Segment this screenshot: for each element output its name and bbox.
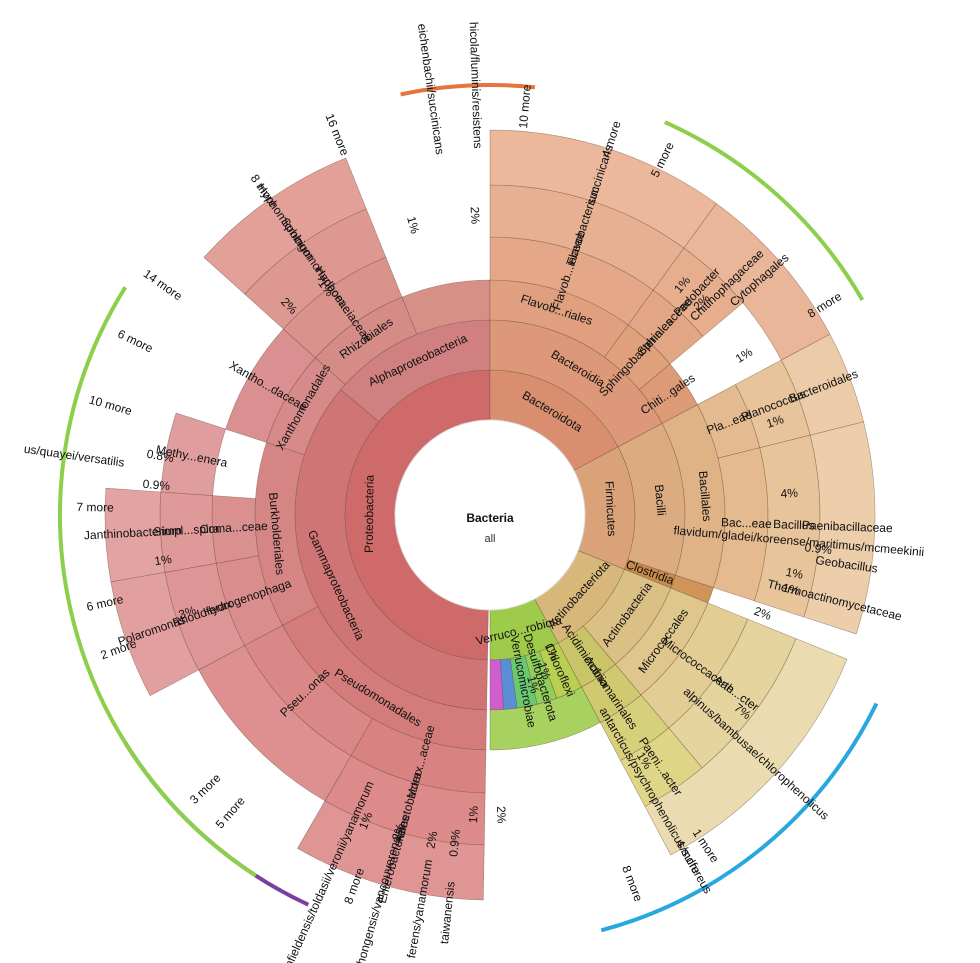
wedge-label: Bacillus xyxy=(773,517,815,532)
wedge-label: Simpl...spira xyxy=(153,521,220,538)
highlight-arc xyxy=(58,286,257,878)
wedge-label: Bacillales xyxy=(696,470,714,522)
percent-label: 1% xyxy=(356,810,376,832)
percent-label: 0.8% xyxy=(146,447,176,466)
leaf-label: taiwanensis xyxy=(437,881,457,945)
wedge-janthinobacterium[interactable] xyxy=(104,487,166,583)
center-title: Bacteria xyxy=(466,511,514,525)
more-label: 10 more xyxy=(87,393,133,419)
percent-label: 2% xyxy=(468,206,483,224)
percent-label: 1% xyxy=(535,660,554,681)
wedge-alpinus-bambusae-chlorophenolicus[interactable] xyxy=(644,638,848,856)
outer-highlight-arcs xyxy=(58,83,879,933)
percent-label: 1% xyxy=(781,580,802,598)
more-label: 5 more xyxy=(648,139,677,179)
percent-label: 2% xyxy=(389,821,407,842)
wedge-methy-enera[interactable] xyxy=(160,412,226,496)
percent-label: 2% xyxy=(494,806,509,824)
wedge-l2-12[interactable] xyxy=(489,686,601,751)
wedge-label: Coma...ceae xyxy=(199,519,268,537)
percent-label: 4% xyxy=(780,486,799,501)
more-label: 14 more xyxy=(141,267,185,304)
percent-label: 0.9% xyxy=(142,477,171,493)
wedge-hyphomicrobium[interactable] xyxy=(203,157,367,295)
highlight-arc xyxy=(600,702,879,933)
sunburst-rings xyxy=(104,129,876,901)
wedge-paenibacillaceae[interactable] xyxy=(803,421,876,635)
wedge-label: Firmicutes xyxy=(602,481,619,537)
leaf-label: us/quayei/versatilis xyxy=(23,442,125,470)
more-label: 16 more xyxy=(322,112,352,158)
more-label: 10 more xyxy=(516,84,534,129)
percent-label: 1% xyxy=(466,805,481,823)
wedge-label: Bacilli xyxy=(652,484,669,516)
percent-label: 0.9% xyxy=(446,828,463,857)
center-hole[interactable] xyxy=(394,419,586,611)
more-label: 8 more xyxy=(805,289,844,321)
percent-label: 2% xyxy=(423,830,440,850)
more-label: 6 more xyxy=(115,327,155,356)
percent-label: 2% xyxy=(752,604,773,623)
highlight-arc xyxy=(664,120,865,302)
leaf-label: hicola/fluminis/resistens xyxy=(467,22,485,149)
percent-label: 1% xyxy=(542,641,562,663)
percent-label: 1% xyxy=(765,412,786,431)
percent-label: 1% xyxy=(404,215,422,236)
percent-label: 1% xyxy=(524,674,542,695)
wedge-label: Bac...eae xyxy=(721,515,772,531)
wedge-label: Janthinobacterium xyxy=(84,523,183,542)
more-label: 3 more xyxy=(187,771,224,807)
percent-label: 1% xyxy=(733,345,755,366)
more-label: 8 more xyxy=(619,864,646,904)
wedge-label: Proteobacteria xyxy=(362,475,377,553)
percent-label: 0.9% xyxy=(804,540,833,557)
center-subtitle: all xyxy=(484,533,495,545)
percent-label: 1% xyxy=(785,565,805,582)
percent-label: 1% xyxy=(154,552,173,568)
highlight-arc xyxy=(400,83,536,97)
percent-label: 3% xyxy=(177,603,198,622)
more-label: 5 more xyxy=(213,794,248,832)
wedge-label: Paenibacillaceae xyxy=(802,518,893,535)
wedge-enterobacterales[interactable] xyxy=(297,800,485,901)
more-label: 7 more xyxy=(76,500,114,515)
